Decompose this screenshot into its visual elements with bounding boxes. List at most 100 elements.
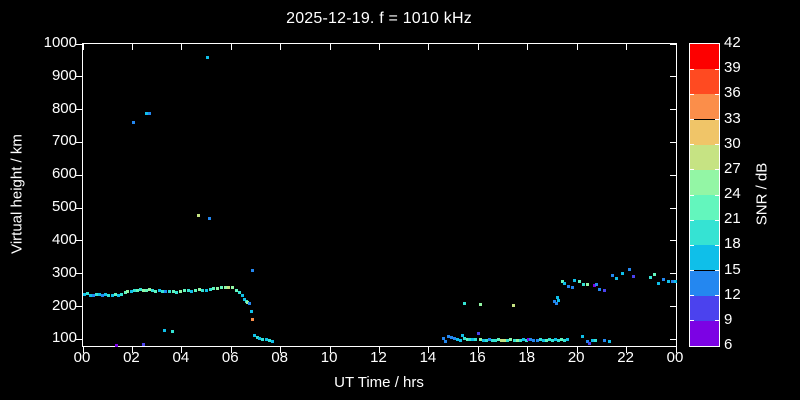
axis-tick [428, 346, 430, 353]
echo-point [129, 289, 133, 293]
colorbar-tick-label: 15 [724, 260, 741, 278]
axis-tick [76, 141, 83, 143]
echo-point [557, 338, 561, 342]
x-tick-label: 12 [370, 349, 387, 366]
colorbar-tick-label: 18 [724, 235, 741, 253]
echo-point [132, 121, 136, 125]
colorbar-segment [690, 295, 719, 321]
axis-tick [715, 295, 719, 297]
echo-point [515, 338, 519, 342]
echo-point [529, 338, 533, 342]
echo-point [553, 338, 557, 342]
echo-point [621, 271, 625, 275]
axis-tick [715, 93, 719, 95]
axis-tick [675, 346, 677, 353]
echo-point [253, 334, 257, 338]
x-tick-label: 14 [419, 349, 437, 366]
echo-point [592, 284, 596, 288]
axis-tick [690, 244, 694, 246]
colorbar-segment [690, 119, 719, 145]
echo-point [230, 286, 234, 290]
axis-tick [715, 68, 719, 70]
echo-point [132, 289, 136, 293]
echo-point [518, 338, 522, 342]
echo-point [113, 293, 117, 297]
echo-point [115, 344, 119, 348]
axis-tick [670, 43, 676, 45]
colorbar-tick-label: 9 [724, 310, 733, 328]
axis-tick [477, 44, 479, 50]
y-tick-label: 200 [51, 296, 77, 314]
echo-point [485, 338, 489, 342]
echo-point [268, 338, 272, 342]
echo-point [667, 279, 671, 283]
axis-tick [626, 346, 628, 353]
axis-tick [131, 44, 133, 50]
axis-tick [76, 76, 83, 78]
echo-point [657, 282, 661, 286]
x-tick-label: 06 [221, 349, 239, 366]
axis-tick [329, 44, 331, 50]
echo-point [560, 279, 564, 283]
colorbar-segment [690, 320, 719, 346]
echo-point [578, 280, 582, 284]
echo-point [468, 338, 472, 342]
colorbar-segment [690, 245, 719, 271]
axis-tick [626, 44, 628, 50]
axis-tick [428, 44, 430, 50]
echo-point [261, 337, 265, 341]
axis-tick [690, 169, 694, 171]
echo-point [488, 337, 492, 341]
axis-tick [690, 295, 694, 297]
x-tick-label: 02 [123, 349, 140, 366]
axis-tick [715, 144, 719, 146]
echo-point [138, 288, 142, 292]
colorbar-title: SNR / dB [753, 162, 771, 226]
echo-point [126, 290, 130, 294]
axis-tick [715, 119, 719, 120]
axis-tick [527, 44, 529, 50]
axis-tick [76, 306, 83, 308]
echo-point [532, 338, 536, 342]
x-tick-label: 04 [172, 349, 190, 366]
echo-point [249, 310, 253, 314]
echo-point [521, 338, 525, 342]
echo-point [219, 286, 223, 290]
axis-tick [670, 109, 676, 111]
echo-point [456, 337, 460, 341]
echo-point [535, 338, 539, 342]
echo-point [154, 289, 158, 293]
echo-point [135, 288, 139, 292]
echo-point [494, 338, 498, 342]
echo-point [588, 341, 592, 345]
echo-point [503, 338, 507, 342]
echo-point [255, 335, 259, 339]
echo-point [171, 290, 175, 293]
echo-point [563, 338, 567, 342]
echo-point [557, 299, 561, 303]
axis-tick [280, 346, 282, 353]
echo-point [247, 302, 251, 306]
echo-point [460, 334, 464, 338]
axis-tick [76, 338, 83, 340]
echo-point [186, 288, 190, 292]
x-tick-label: 18 [518, 349, 536, 366]
echo-point [459, 338, 463, 342]
echo-point [538, 338, 542, 342]
echo-point [238, 291, 242, 295]
echo-point [216, 286, 220, 290]
echo-point [506, 338, 510, 342]
echo-point [110, 294, 114, 298]
y-tick-label: 900 [51, 66, 77, 84]
echo-point [193, 289, 197, 293]
colorbar-segment [690, 270, 719, 296]
echo-point [463, 336, 467, 340]
axis-tick [76, 109, 83, 111]
echo-point [474, 337, 478, 341]
echo-point [212, 287, 216, 291]
axis-tick [576, 346, 578, 353]
x-tick-label: 16 [468, 349, 486, 366]
echo-point [673, 279, 677, 283]
colorbar-tick-label: 36 [724, 84, 741, 102]
